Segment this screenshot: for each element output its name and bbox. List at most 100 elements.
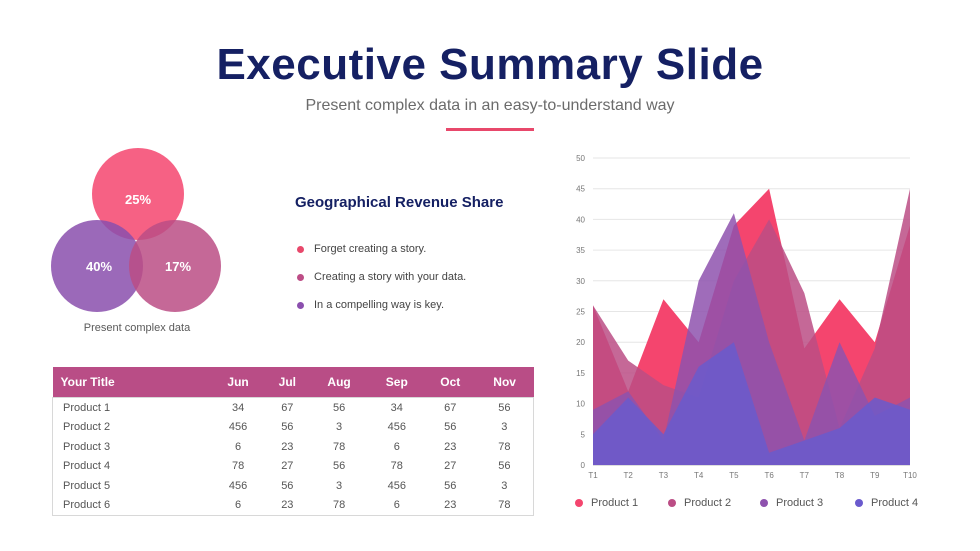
table-row: Product 3 6 23 78 6 23 78: [53, 437, 534, 457]
table-cell: 456: [387, 479, 406, 492]
product-table: Your Title Jun Jul Aug Sep Oct Nov Produ…: [52, 367, 534, 516]
legend-label: Product 4: [871, 497, 919, 509]
bullet-text: In a compelling way is key.: [314, 299, 445, 311]
legend-label: Product 1: [591, 497, 639, 509]
y-tick-label: 45: [576, 185, 585, 194]
column-header: Your Title: [60, 375, 115, 389]
y-tick-label: 15: [576, 369, 585, 378]
table-cell: 34: [390, 401, 403, 414]
title-underline: [446, 128, 534, 131]
table-cell: 456: [387, 421, 406, 434]
y-tick-label: 20: [576, 338, 585, 347]
table-cell: 23: [281, 440, 294, 453]
column-header: Sep: [385, 375, 408, 389]
table-cell: 78: [498, 440, 511, 453]
table-cell: 78: [332, 499, 346, 512]
row-label-cell: Product 3: [63, 440, 111, 453]
table-cell: 78: [332, 440, 346, 453]
legend-label: Product 2: [684, 497, 732, 509]
legend-swatch-icon: [575, 499, 583, 507]
area-series-3: [593, 213, 910, 465]
legend-item: Product 3: [760, 497, 823, 509]
page-subtitle: Present complex data in an easy-to-under…: [305, 97, 675, 114]
venn-label-right: 17%: [165, 259, 191, 274]
venn-diagram: 25% 40% 17%: [51, 148, 221, 312]
legend-swatch-icon: [855, 499, 863, 507]
bullet-item: In a compelling way is key.: [297, 291, 466, 319]
y-tick-label: 5: [581, 430, 586, 439]
x-tick-label: T3: [659, 471, 669, 480]
legend-swatch-icon: [760, 499, 768, 507]
y-tick-label: 10: [576, 400, 585, 409]
x-tick-label: T8: [835, 471, 845, 480]
table-cell: 56: [281, 421, 294, 434]
table-cell: 23: [444, 499, 457, 512]
venn-label-left: 40%: [86, 259, 112, 274]
x-tick-label: T1: [588, 471, 598, 480]
bullet-dot-icon: [297, 301, 304, 309]
table-header-row: Your Title Jun Jul Aug Sep Oct Nov: [52, 367, 534, 398]
revenue-bullet-list: Forget creating a story. Creating a stor…: [297, 235, 466, 319]
column-header: Oct: [440, 375, 461, 389]
venn-label-top: 25%: [125, 192, 151, 207]
row-label-cell: Product 4: [63, 460, 111, 473]
table-cell: 78: [390, 460, 403, 473]
table-cell: 78: [231, 460, 245, 473]
column-header: Jun: [227, 375, 249, 389]
bullet-dot-icon: [297, 273, 304, 281]
y-tick-label: 30: [576, 277, 585, 286]
table-cell: 56: [498, 401, 511, 414]
x-tick-label: T10: [903, 471, 917, 480]
y-tick-label: 40: [576, 215, 585, 224]
table-cell: 56: [498, 460, 511, 473]
table-cell: 3: [501, 479, 508, 492]
table-row: Product 1 34 67 56 34 67 56: [53, 398, 534, 418]
table-row: Product 6 6 23 78 6 23 78: [53, 496, 534, 516]
table-cell: 3: [336, 479, 343, 492]
row-label-cell: Product 1: [63, 401, 111, 414]
venn-circle-left: [51, 220, 143, 312]
table-cell: 67: [444, 401, 457, 414]
bullet-dot-icon: [297, 245, 304, 253]
area-chart: 0 5 10 15 20 25 30 35 40 45 50 T1 T2 T3 T4 T5 T6 T7 T8 T9 T1…: [576, 154, 917, 480]
table-cell: 27: [444, 460, 457, 473]
legend-swatch-icon: [668, 499, 676, 507]
revenue-panel-title: Geographical Revenue Share: [295, 194, 504, 211]
venn-caption: Present complex data: [83, 322, 191, 334]
table-cell: 78: [498, 499, 511, 512]
bullet-text: Creating a story with your data.: [314, 271, 467, 283]
table-cell: 23: [444, 440, 457, 453]
table-cell: 456: [228, 479, 248, 492]
table-cell: 6: [235, 499, 242, 512]
table-row: Product 2 456 56 3 456 56 3: [53, 418, 534, 438]
row-label-cell: Product 6: [63, 499, 111, 512]
row-label-cell: Product 2: [63, 421, 111, 434]
table-cell: 56: [444, 421, 457, 434]
x-tick-label: T6: [764, 471, 774, 480]
legend-item: Product 2: [668, 497, 731, 509]
table-row: Product 4 78 27 56 78 27 56: [53, 457, 534, 477]
column-header: Aug: [327, 375, 351, 389]
x-tick-label: T9: [870, 471, 880, 480]
y-tick-label: 50: [576, 154, 585, 163]
table-cell: 56: [281, 479, 294, 492]
x-tick-label: T7: [800, 471, 810, 480]
venn-circle-right: [129, 220, 221, 312]
page-title: Executive Summary Slide: [216, 40, 764, 89]
table-cell: 67: [281, 401, 294, 414]
table-cell: 23: [281, 499, 294, 512]
venn-circle-top: [92, 148, 184, 240]
y-tick-label: 0: [581, 461, 586, 470]
table-cell: 3: [336, 421, 343, 434]
column-header: Nov: [493, 375, 516, 389]
bullet-text: Forget creating a story.: [314, 243, 427, 255]
table-cell: 456: [228, 421, 248, 434]
table-cell: 3: [501, 421, 508, 434]
table-cell: 56: [332, 460, 346, 473]
table-cell: 27: [281, 460, 294, 473]
bullet-item: Forget creating a story.: [297, 235, 466, 263]
table-cell: 34: [231, 401, 245, 414]
area-series-4: [593, 342, 910, 465]
table-body: Product 1 34 67 56 34 67 56 Product 2 456 56 3 456 5…: [52, 397, 534, 516]
y-tick-label: 35: [576, 246, 585, 255]
